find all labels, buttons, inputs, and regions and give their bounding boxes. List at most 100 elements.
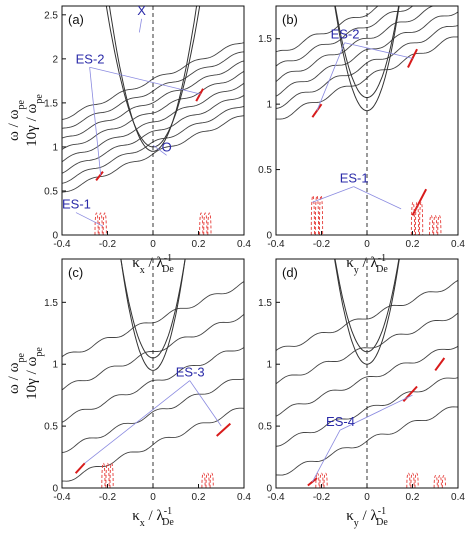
mode-line	[62, 82, 244, 163]
x-axis-label-part: κ	[132, 255, 140, 271]
x-tick-label: -0.4	[53, 492, 71, 503]
x-tick-label: 0	[364, 239, 370, 250]
parabola-mode	[334, 6, 400, 112]
x-tick-label: -0.2	[99, 239, 117, 250]
damping-peak	[410, 201, 415, 235]
annotation-label: ES-2	[331, 27, 360, 42]
damping-peak	[419, 201, 424, 235]
y-axis-label-part: ω / ω	[6, 109, 22, 141]
y-axis-label: ω / ωpe	[6, 353, 27, 394]
annotation-pointer	[152, 144, 167, 156]
x-tick-label: -0.4	[267, 239, 285, 250]
y-tick-label: 1	[266, 100, 272, 111]
annotation-pointer	[75, 212, 104, 227]
mode-line	[276, 345, 458, 417]
x-tick-label: 0.2	[406, 239, 420, 250]
x-tick-label: 0	[364, 492, 370, 503]
damping-peak	[199, 212, 204, 235]
x-axis-label-part: -1	[164, 506, 172, 517]
x-axis-label-part: / λ	[145, 508, 165, 524]
damping-peak	[94, 212, 99, 235]
y-tick-label: 1	[52, 142, 58, 153]
damping-peak	[323, 472, 328, 488]
annotation-label: ES-1	[62, 197, 91, 212]
x-axis-label-part: y	[354, 518, 359, 529]
annotation-pointer	[316, 42, 345, 111]
x-axis-label-part: κ	[132, 508, 140, 524]
mode-line	[276, 312, 458, 385]
damping-peak	[105, 462, 110, 488]
panel-letter: (c)	[68, 265, 83, 280]
x-axis-label-part: De	[162, 264, 174, 275]
annotation-pointer	[189, 380, 222, 427]
x-axis-label-part: κ	[346, 255, 354, 271]
annotation-label: ES-4	[326, 414, 355, 429]
y-tick-label: 1	[266, 360, 272, 371]
x-tick-label: -0.2	[313, 492, 331, 503]
x-axis-label: κx / λ-1 De	[132, 506, 174, 529]
chart-panel-4: -0.4 -0.2 0 0.2 0.400.511.5(d)ES-4κy / λ-1 De	[258, 258, 465, 529]
y-tick-label: 2.5	[44, 10, 58, 21]
panel-letter: (a)	[68, 12, 84, 27]
damping-peak	[205, 472, 210, 488]
x-tick-label: 0.4	[451, 239, 465, 250]
y-tick-label: 0	[266, 231, 272, 242]
damping-peak	[98, 212, 103, 235]
damping-peak	[314, 195, 319, 235]
annotation-pointer	[312, 429, 341, 482]
x-axis-label-part: -1	[378, 506, 386, 517]
y-tick-label: 0.5	[258, 422, 272, 433]
y-axis-label-2: 10γ / ωpe	[24, 94, 45, 147]
annotation-label: O	[162, 139, 172, 154]
annotation-pointer	[89, 67, 102, 176]
resonance-segment	[95, 170, 104, 182]
y-axis-label-part: 10γ / ω	[24, 104, 40, 147]
y-axis-label-2: 10γ / ωpe	[24, 347, 45, 400]
panel-letter: (b)	[282, 12, 298, 27]
damping-peak	[437, 475, 442, 488]
y-axis-label-part: 10γ / ω	[24, 357, 40, 400]
y-axis-label-part: ω / ω	[6, 362, 22, 394]
damping-peak	[406, 472, 411, 488]
chart-panel-3: -0.4 -0.2 0 0.2 0.400.511.5(c)ES-3κx / λ-1 De…	[6, 258, 251, 529]
x-tick-label: 0.2	[406, 492, 420, 503]
annotation-label: ES-3	[176, 365, 205, 380]
damping-peak	[437, 214, 442, 235]
y-axis-label-part: pe	[16, 100, 27, 110]
annotation-pointer	[138, 18, 143, 33]
y-tick-label: 1.5	[44, 298, 58, 309]
y-axis-label: ω / ωpe	[6, 100, 27, 141]
damping-peak	[201, 472, 206, 488]
x-axis-label-part: De	[376, 517, 388, 528]
x-axis-label: κy / λ-1 De	[346, 253, 388, 276]
damping-peak	[429, 214, 434, 235]
damping-peak	[101, 462, 106, 488]
annotation-pointer	[84, 380, 190, 464]
x-tick-label: 0	[150, 239, 156, 250]
x-tick-label: 0.4	[451, 492, 465, 503]
x-axis-label-part: x	[140, 518, 145, 529]
parabola-mode	[108, 6, 198, 152]
x-tick-label: -0.4	[53, 239, 71, 250]
resonance-segment	[74, 462, 86, 474]
mode-line	[62, 378, 244, 453]
x-tick-label: -0.2	[313, 239, 331, 250]
y-tick-label: 0	[52, 484, 58, 495]
annotation-pointer	[312, 186, 354, 203]
resonance-segment	[411, 188, 428, 216]
y-tick-label: 0	[52, 231, 58, 242]
x-tick-label: 0	[150, 492, 156, 503]
annotation-pointer	[344, 42, 413, 59]
annotation-pointer	[353, 186, 402, 210]
mode-line	[62, 60, 244, 139]
resonance-segment	[195, 88, 204, 102]
y-tick-label: 1.5	[258, 298, 272, 309]
x-tick-label: 0.4	[237, 239, 251, 250]
y-tick-label: 0	[266, 484, 272, 495]
y-axis-label-part: pe	[16, 353, 27, 363]
damping-peak	[433, 475, 438, 488]
damping-peak	[109, 462, 114, 488]
y-tick-label: 1.5	[258, 34, 272, 45]
mode-line	[276, 6, 437, 83]
x-axis-label-part: x	[140, 265, 145, 276]
